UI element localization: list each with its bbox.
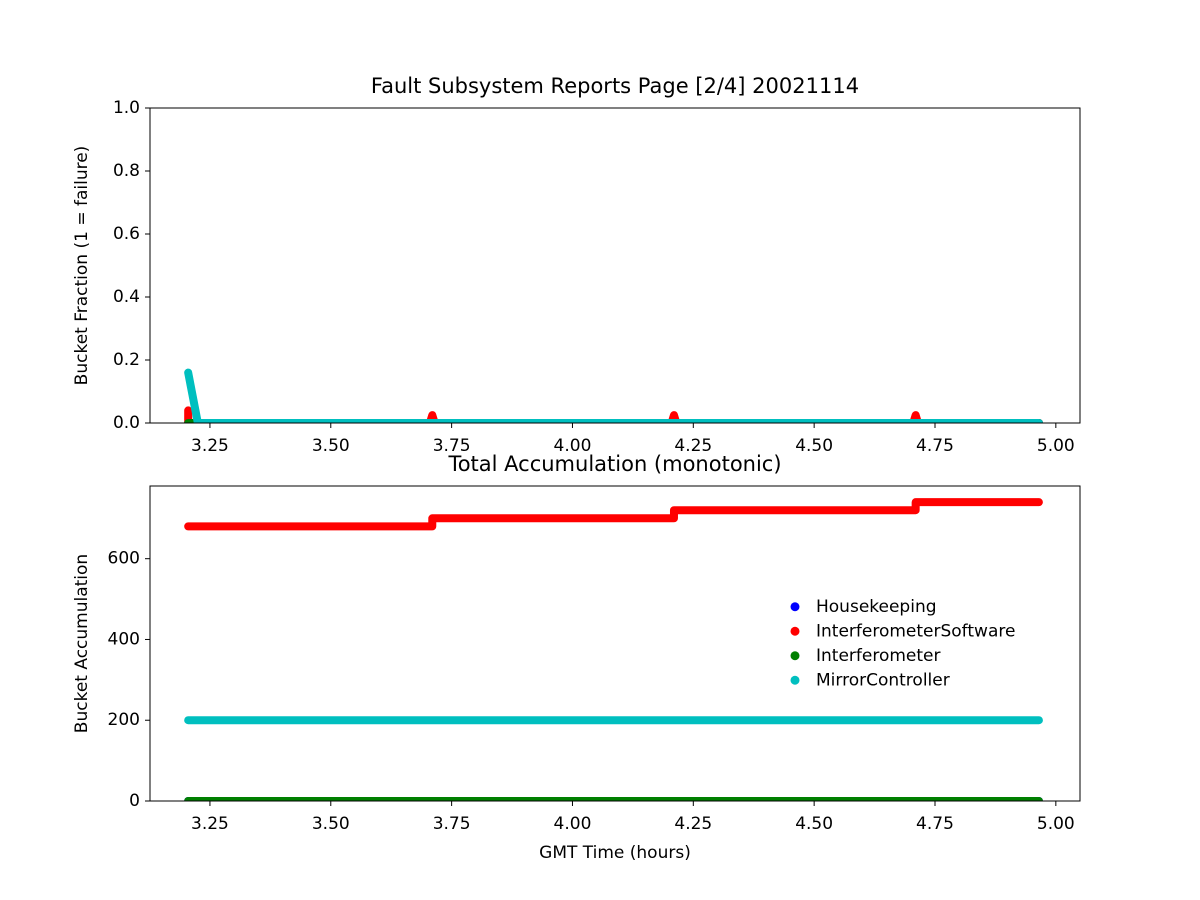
legend-label: InterferometerSoftware <box>816 621 1015 641</box>
x-tick-label: 4.25 <box>674 814 712 834</box>
x-tick-label: 4.50 <box>795 436 833 456</box>
y-tick-label: 0.4 <box>113 287 140 307</box>
legend-label: Housekeeping <box>816 597 937 617</box>
y-tick-label: 0 <box>129 791 140 811</box>
y-axis-label: Bucket Accumulation <box>72 554 92 733</box>
y-tick-label: 600 <box>108 549 140 569</box>
x-tick-label: 4.50 <box>795 814 833 834</box>
x-tick-label: 4.00 <box>554 436 592 456</box>
x-tick-label: 3.25 <box>191 436 229 456</box>
y-tick-label: 0.0 <box>113 413 140 433</box>
x-tick-label: 5.00 <box>1037 436 1075 456</box>
x-tick-label: 4.75 <box>916 436 954 456</box>
chart-title: Fault Subsystem Reports Page [2/4] 20021… <box>371 74 859 98</box>
axes-frame <box>149 107 1081 424</box>
series-line <box>184 368 1043 423</box>
x-tick-label: 3.50 <box>312 436 350 456</box>
legend-marker <box>790 675 800 685</box>
y-tick-label: 0.2 <box>113 350 140 370</box>
y-axis-label: Bucket Fraction (1 = failure) <box>72 146 92 386</box>
axes-frame <box>149 485 1081 802</box>
x-tick-label: 4.25 <box>674 436 712 456</box>
x-axis-label: GMT Time (hours) <box>539 843 691 863</box>
x-tick-label: 4.75 <box>916 814 954 834</box>
x-tick-label: 3.50 <box>312 814 350 834</box>
series-line <box>184 498 1043 531</box>
legend-marker <box>790 602 800 612</box>
y-tick-label: 0.6 <box>113 224 140 244</box>
y-tick-label: 200 <box>108 710 140 730</box>
chart-title: Total Accumulation (monotonic) <box>447 452 781 476</box>
y-tick-label: 1.0 <box>113 98 140 118</box>
x-tick-label: 3.25 <box>191 814 229 834</box>
x-tick-label: 3.75 <box>433 436 471 456</box>
legend-marker <box>790 626 800 636</box>
series-line <box>184 406 1043 423</box>
x-tick-label: 4.00 <box>554 814 592 834</box>
legend-marker <box>790 651 800 661</box>
x-tick-label: 3.75 <box>433 814 471 834</box>
y-tick-label: 400 <box>108 629 140 649</box>
legend-label: Interferometer <box>816 646 941 666</box>
legend-label: MirrorController <box>816 670 950 690</box>
y-tick-label: 0.8 <box>113 161 140 181</box>
x-tick-label: 5.00 <box>1037 814 1075 834</box>
